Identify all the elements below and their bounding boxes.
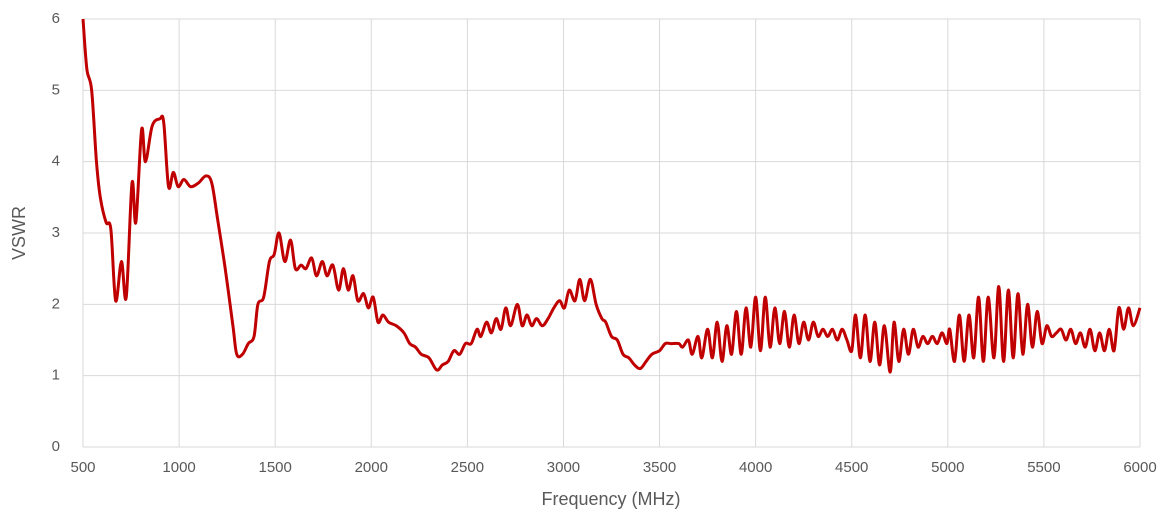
x-tick-label: 2000 <box>355 459 388 476</box>
x-tick-label: 1000 <box>162 459 195 476</box>
x-tick-label: 6000 <box>1123 459 1156 476</box>
x-axis-title: Frequency (MHz) <box>541 489 680 509</box>
x-tick-label: 3500 <box>643 459 676 476</box>
y-tick-label: 6 <box>52 10 60 27</box>
x-tick-label: 2500 <box>451 459 484 476</box>
x-tick-label: 4000 <box>739 459 772 476</box>
x-tick-label: 3000 <box>547 459 580 476</box>
y-tick-label: 3 <box>52 224 60 241</box>
x-tick-label: 5500 <box>1027 459 1060 476</box>
y-tick-label: 5 <box>52 81 60 98</box>
x-tick-label: 500 <box>70 459 95 476</box>
y-tick-label: 0 <box>52 438 60 455</box>
x-tick-label: 1500 <box>258 459 291 476</box>
data-line <box>81 18 1142 374</box>
x-tick-label: 4500 <box>835 459 868 476</box>
y-axis-title: VSWR <box>9 206 29 260</box>
y-tick-label: 1 <box>52 367 60 384</box>
x-tick-label: 5000 <box>931 459 964 476</box>
y-tick-label: 4 <box>52 153 60 170</box>
y-tick-label: 2 <box>52 295 60 312</box>
